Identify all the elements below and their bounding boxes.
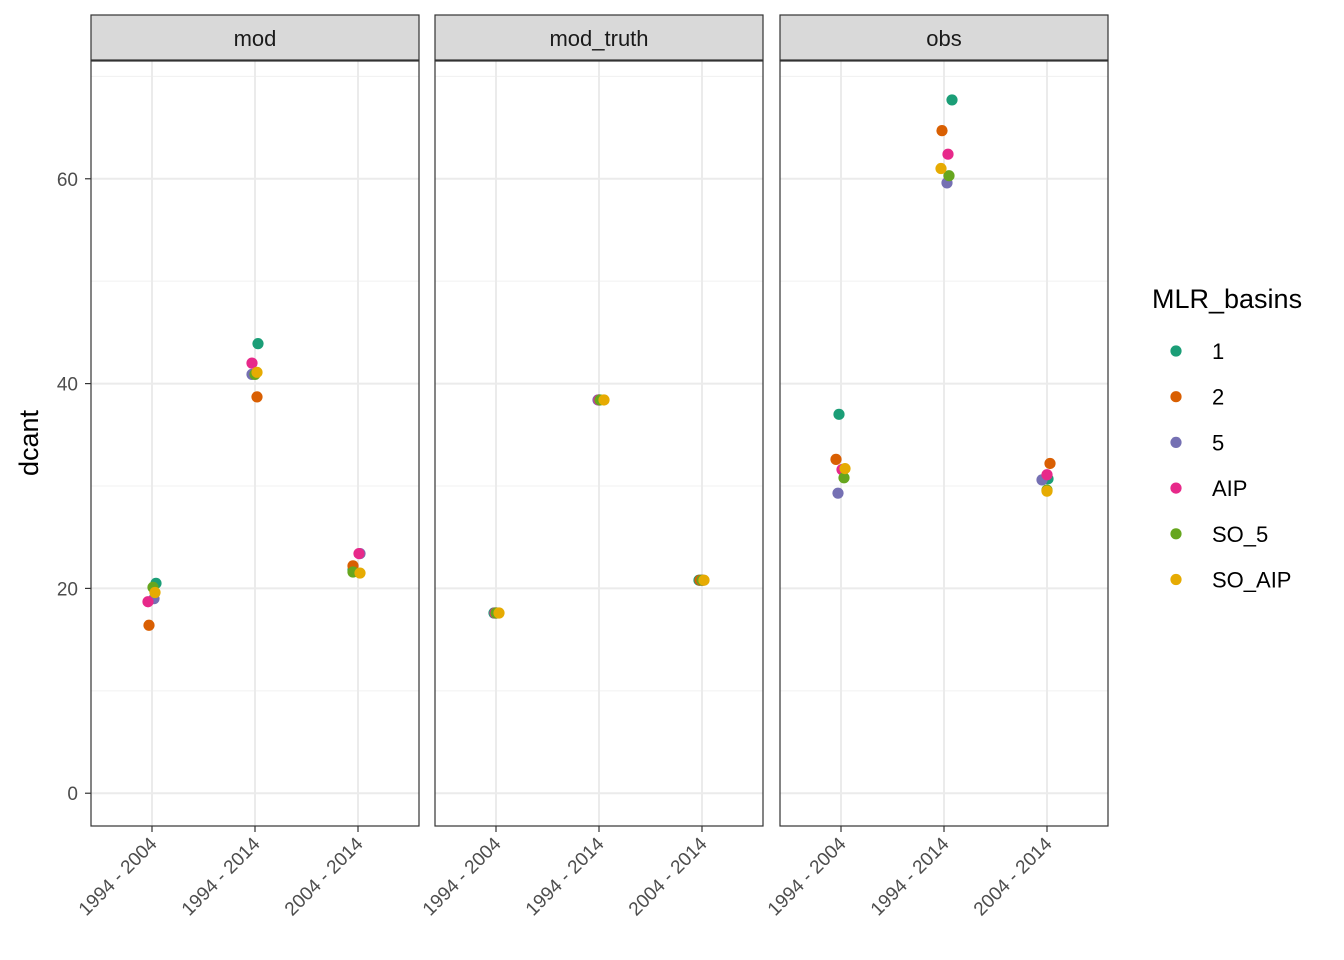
legend-label-SO_AIP: SO_AIP [1212,568,1291,593]
data-point-AIP [142,596,154,608]
data-point-1 [833,408,845,420]
facet-strip-label: mod [234,26,277,51]
facet-panel-mod: mod 1994 - 2004 1994 - 2014 2004 - 2014 [75,14,420,920]
data-point-1 [252,338,264,350]
data-point-SO_AIP [698,574,710,586]
facet-strip [90,14,420,61]
data-point-SO_AIP [839,462,851,475]
facet-strip-label: mod_truth [549,26,648,51]
legend-key-5 [1170,436,1182,448]
data-point-2 [1044,457,1056,470]
data-point-SO_5 [838,472,850,484]
data-point-AIP [1041,469,1053,481]
x-tick-label: 2004 - 2014 [625,833,712,920]
facet-panel-mod_truth: mod_truth 1994 - 2004 1994 - 2014 2004 - 20… [419,14,764,920]
legend-label-AIP: AIP [1212,476,1247,501]
y-tick-label: 20 [57,579,78,600]
x-tick-label: 1994 - 2014 [522,833,609,920]
facet-strip [434,14,764,61]
x-tick-label: 1994 - 2004 [75,833,162,920]
y-tick-label: 0 [67,784,78,805]
y-axis: 0 20 40 60 [57,170,91,805]
y-tick-label: 40 [57,375,78,396]
data-point-5 [832,487,844,499]
x-tick-label: 1994 - 2004 [764,833,851,920]
data-point-SO_AIP [598,394,610,406]
facet-strip [779,14,1109,61]
data-point-SO_AIP [1041,485,1053,497]
x-tick-label: 1994 - 2004 [419,833,506,920]
x-tick-label: 1994 - 2014 [178,833,265,920]
data-point-SO_5 [943,170,955,182]
legend-key-SO_5 [1170,528,1182,540]
data-point-2 [251,391,263,403]
y-tick-label: 60 [57,170,78,191]
legend-key-1 [1170,345,1182,357]
legend-title: MLR_basins [1152,284,1302,314]
data-point-SO_AIP [149,586,161,599]
data-point-2 [830,453,842,465]
data-point-AIP [353,547,365,560]
legend: MLR_basins 1 2 5 AIP SO_5 SO_AIP [1152,284,1302,593]
legend-label-SO_5: SO_5 [1212,522,1268,547]
data-point-SO_AIP [935,162,947,175]
x-tick-label: 2004 - 2014 [970,833,1057,920]
facet-strip-label: obs [926,26,961,51]
data-point-2 [936,125,948,137]
data-point-1 [946,94,958,106]
data-point-2 [143,619,155,631]
data-point-SO_AIP [354,567,366,579]
legend-key-AIP [1170,482,1182,494]
x-tick-label: 2004 - 2014 [281,833,368,920]
data-point-SO_AIP [493,607,505,619]
data-point-SO_AIP [251,366,263,378]
y-axis-title: dcant [14,409,44,476]
data-point-AIP [246,357,258,369]
legend-key-2 [1170,391,1182,403]
legend-key-SO_AIP [1170,573,1182,586]
data-point-AIP [942,148,954,160]
legend-label-1: 1 [1212,339,1224,364]
facet-panel-obs: obs 1994 - 2004 1994 - 2014 2004 - 2014 [764,14,1109,920]
legend-label-2: 2 [1212,385,1224,410]
legend-label-5: 5 [1212,430,1224,455]
x-tick-label: 1994 - 2014 [867,833,954,920]
